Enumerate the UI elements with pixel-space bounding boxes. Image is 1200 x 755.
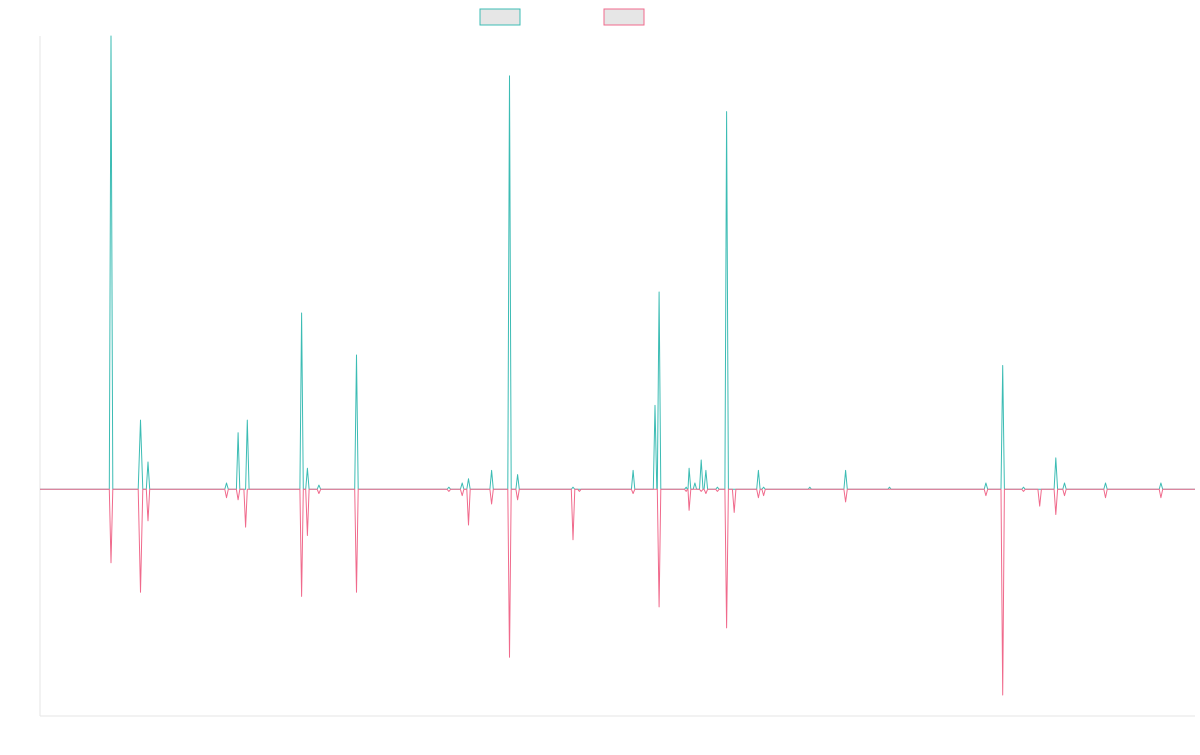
chart-axes [39, 36, 1195, 717]
legend-item-2[interactable] [603, 8, 645, 26]
series-layer [40, 35, 1195, 696]
series-line-2 [40, 488, 1195, 696]
series-line-1 [40, 35, 1195, 490]
legend-swatch-1[interactable] [479, 8, 521, 26]
legend-item-1[interactable] [479, 8, 521, 26]
legend[interactable] [479, 8, 645, 26]
legend-swatch-2[interactable] [603, 8, 645, 26]
